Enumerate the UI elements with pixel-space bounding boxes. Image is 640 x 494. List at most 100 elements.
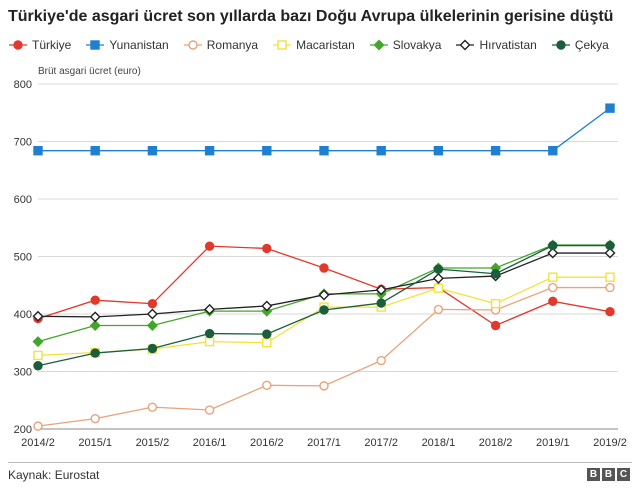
series-6 [33,240,615,371]
x-tick-label: 2016/2 [250,437,284,449]
data-point [433,283,444,293]
data-point [147,343,158,354]
x-tick-label: 2015/2 [136,437,170,449]
legend-label: Çekya [574,38,609,52]
data-point [376,298,386,308]
legend-swatch [456,39,475,51]
legend-label: Türkiye [32,38,72,52]
x-tick-label: 2015/1 [78,437,112,449]
y-tick-label: 500 [14,252,32,264]
legend-marker [277,40,287,50]
series-2 [33,282,615,431]
x-tick-label: 2014/2 [21,437,55,449]
data-point [605,103,615,113]
y-axis-label: Brüt asgari ücret (euro) [38,66,141,77]
legend-label: Romanya [206,38,259,52]
data-point [605,240,615,251]
data-point [318,289,330,301]
data-point [33,350,43,361]
data-point [490,269,501,279]
data-point [548,282,558,293]
legend-marker [188,40,198,50]
data-point [32,310,44,322]
legend-item: Türkiye [8,38,71,52]
data-point [262,145,272,156]
legend-item: Yunanistan [85,38,169,52]
legend-item: Romanya [183,38,258,52]
footer-divider [8,462,632,463]
series-1 [33,103,615,156]
data-point [89,311,101,323]
data-point [548,240,558,251]
data-point [433,304,444,315]
legend-item: Macaristan [272,38,355,52]
legend-swatch [273,40,292,50]
data-point [319,145,329,156]
data-point [605,307,615,317]
series-3 [33,272,615,361]
data-point [204,336,215,347]
y-tick-label: 600 [14,194,32,206]
data-point [90,413,100,424]
data-point [204,405,215,415]
y-tick-label: 200 [14,424,32,436]
data-point [262,329,272,339]
data-point [262,380,272,390]
data-point [433,264,444,274]
data-point [204,145,215,156]
source-note: Kaynak: Eurostat [8,468,100,482]
data-point [605,272,615,282]
legend-swatch [9,40,27,50]
data-point [33,421,43,431]
x-tick-label: 2017/1 [307,437,341,449]
y-tick-label: 700 [14,137,32,149]
data-point [490,298,501,309]
legend-item: Çekya [551,38,609,52]
legend-item: Hırvatistan [455,38,537,52]
data-point [146,308,158,320]
data-point [375,284,387,296]
legend-marker [13,40,23,50]
data-point [376,145,386,156]
data-point [90,348,100,358]
data-point [33,361,43,371]
data-point [204,241,215,251]
data-point [33,145,43,156]
data-point [261,300,273,312]
legend-marker [90,40,101,50]
y-tick-label: 400 [14,309,32,321]
x-tick-label: 2019/2 [593,437,627,449]
legend: Türkiye Yunanistan Romanya Macaristan Slovak… [8,38,623,52]
x-tick-label: 2018/1 [422,437,456,449]
data-point [319,381,329,391]
data-point [262,243,272,254]
x-tick-label: 2018/2 [479,437,513,449]
x-tick-label: 2019/1 [536,437,570,449]
y-tick-label: 800 [14,79,32,91]
data-point [548,145,558,156]
legend-marker [373,39,385,51]
y-tick-label: 300 [14,367,32,379]
data-point [262,338,272,348]
legend-label: Yunanistan [109,38,169,52]
legend-label: Macaristan [296,38,355,52]
data-point [604,247,616,259]
x-tick-label: 2016/1 [193,437,227,449]
logo-letter: B [587,468,600,481]
legend-item: Slovakya [369,38,441,52]
logo-letter: B [602,468,615,481]
legend-marker [556,40,566,50]
data-point [32,336,44,348]
line-chart: 200 300 400 500 600 700 800 2014/2 2015/1 2015/2 2… [14,79,627,449]
data-point [490,320,501,331]
legend-marker [459,39,471,51]
data-point [147,402,158,412]
logo-letter: C [617,468,630,481]
data-point [432,272,444,284]
data-point [433,145,444,156]
legend-swatch [369,39,388,51]
data-point [605,282,615,293]
data-point [146,320,158,331]
x-tick-label: 2017/2 [364,437,398,449]
